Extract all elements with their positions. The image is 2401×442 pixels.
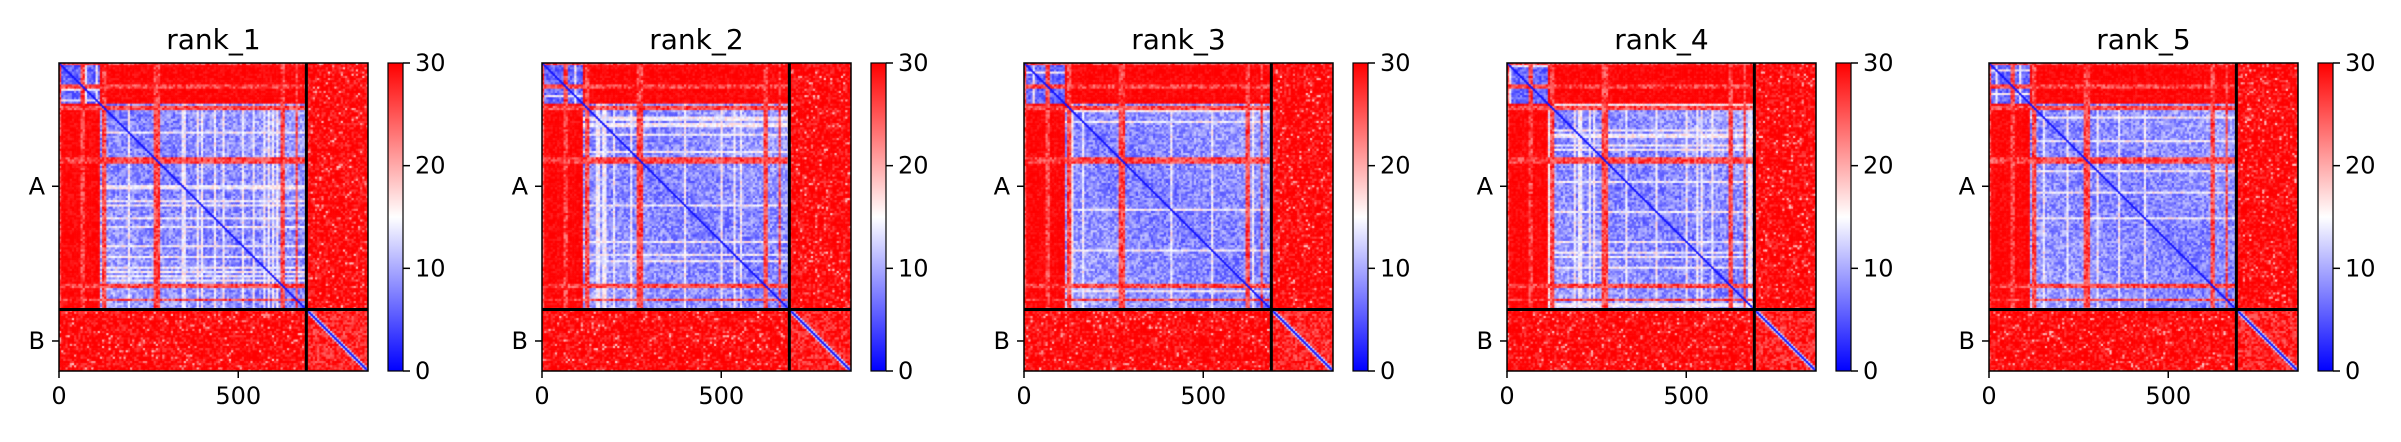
heatmap-image — [59, 63, 368, 371]
panel-title: rank_3 — [1131, 23, 1225, 56]
x-tick-label: 500 — [1180, 382, 1226, 410]
colorbar — [1835, 62, 1852, 372]
x-tick-label: 0 — [534, 382, 549, 410]
pae-matrix — [59, 63, 368, 371]
colorbar-tick-label: 0 — [2345, 357, 2360, 385]
colorbar-tick-label: 20 — [2345, 152, 2376, 180]
colorbar-tick-label: 20 — [415, 152, 446, 180]
axes-frame — [1506, 62, 1817, 372]
colorbar-tick-label: 0 — [898, 357, 913, 385]
heatmap-image — [1024, 63, 1333, 371]
axes-frame — [1023, 62, 1334, 372]
panel-title: rank_1 — [166, 23, 260, 56]
colorbar-tick-label: 20 — [898, 152, 929, 180]
colorbar-tick-label: 30 — [898, 49, 929, 77]
axes-frame — [1988, 62, 2299, 372]
colorbar-tick-label: 30 — [2345, 49, 2376, 77]
colorbar-tick-label: 0 — [415, 357, 430, 385]
axes-frame — [58, 62, 369, 372]
colorbar-tick-label: 30 — [1380, 49, 1411, 77]
y-tick-label: A — [1477, 172, 1494, 200]
x-tick-label: 0 — [1499, 382, 1514, 410]
heatmap-image — [1989, 63, 2298, 371]
x-tick-label: 500 — [2145, 382, 2191, 410]
colorbar-tick-label: 20 — [1380, 152, 1411, 180]
pae-matrix — [1989, 63, 2298, 371]
y-tick-label: A — [994, 172, 1011, 200]
colorbar-tick-label: 10 — [2345, 254, 2376, 282]
colorbar — [1352, 62, 1369, 372]
y-tick-label: A — [512, 172, 529, 200]
colorbar-tick-label: 20 — [1863, 152, 1894, 180]
panel-title: rank_5 — [2096, 23, 2190, 56]
colorbar — [387, 62, 404, 372]
colorbar-tick-label: 10 — [898, 254, 929, 282]
y-tick-label: A — [29, 172, 46, 200]
x-tick-label: 0 — [51, 382, 66, 410]
colorbar-tick-label: 30 — [1863, 49, 1894, 77]
y-tick-label: A — [1959, 172, 1976, 200]
axes-frame — [541, 62, 852, 372]
pae-matrix — [1024, 63, 1333, 371]
y-tick-label: B — [994, 327, 1010, 355]
colorbar — [2317, 62, 2334, 372]
panel-title: rank_4 — [1614, 23, 1708, 56]
pae-matrix — [542, 63, 851, 371]
x-tick-label: 500 — [1663, 382, 1709, 410]
colorbar-tick-label: 30 — [415, 49, 446, 77]
y-tick-label: B — [1477, 327, 1493, 355]
colorbar-tick-label: 10 — [1863, 254, 1894, 282]
x-tick-label: 0 — [1981, 382, 1996, 410]
y-tick-label: B — [1959, 327, 1975, 355]
colorbar-tick-label: 0 — [1380, 357, 1395, 385]
colorbar-tick-label: 0 — [1863, 357, 1878, 385]
y-tick-label: B — [29, 327, 45, 355]
heatmap-image — [542, 63, 851, 371]
x-tick-label: 0 — [1016, 382, 1031, 410]
colorbar — [870, 62, 887, 372]
pae-matrix — [1507, 63, 1816, 371]
heatmap-image — [1507, 63, 1816, 371]
y-tick-label: B — [512, 327, 528, 355]
colorbar-tick-label: 10 — [1380, 254, 1411, 282]
colorbar-tick-label: 10 — [415, 254, 446, 282]
x-tick-label: 500 — [215, 382, 261, 410]
x-tick-label: 500 — [698, 382, 744, 410]
panel-title: rank_2 — [649, 23, 743, 56]
